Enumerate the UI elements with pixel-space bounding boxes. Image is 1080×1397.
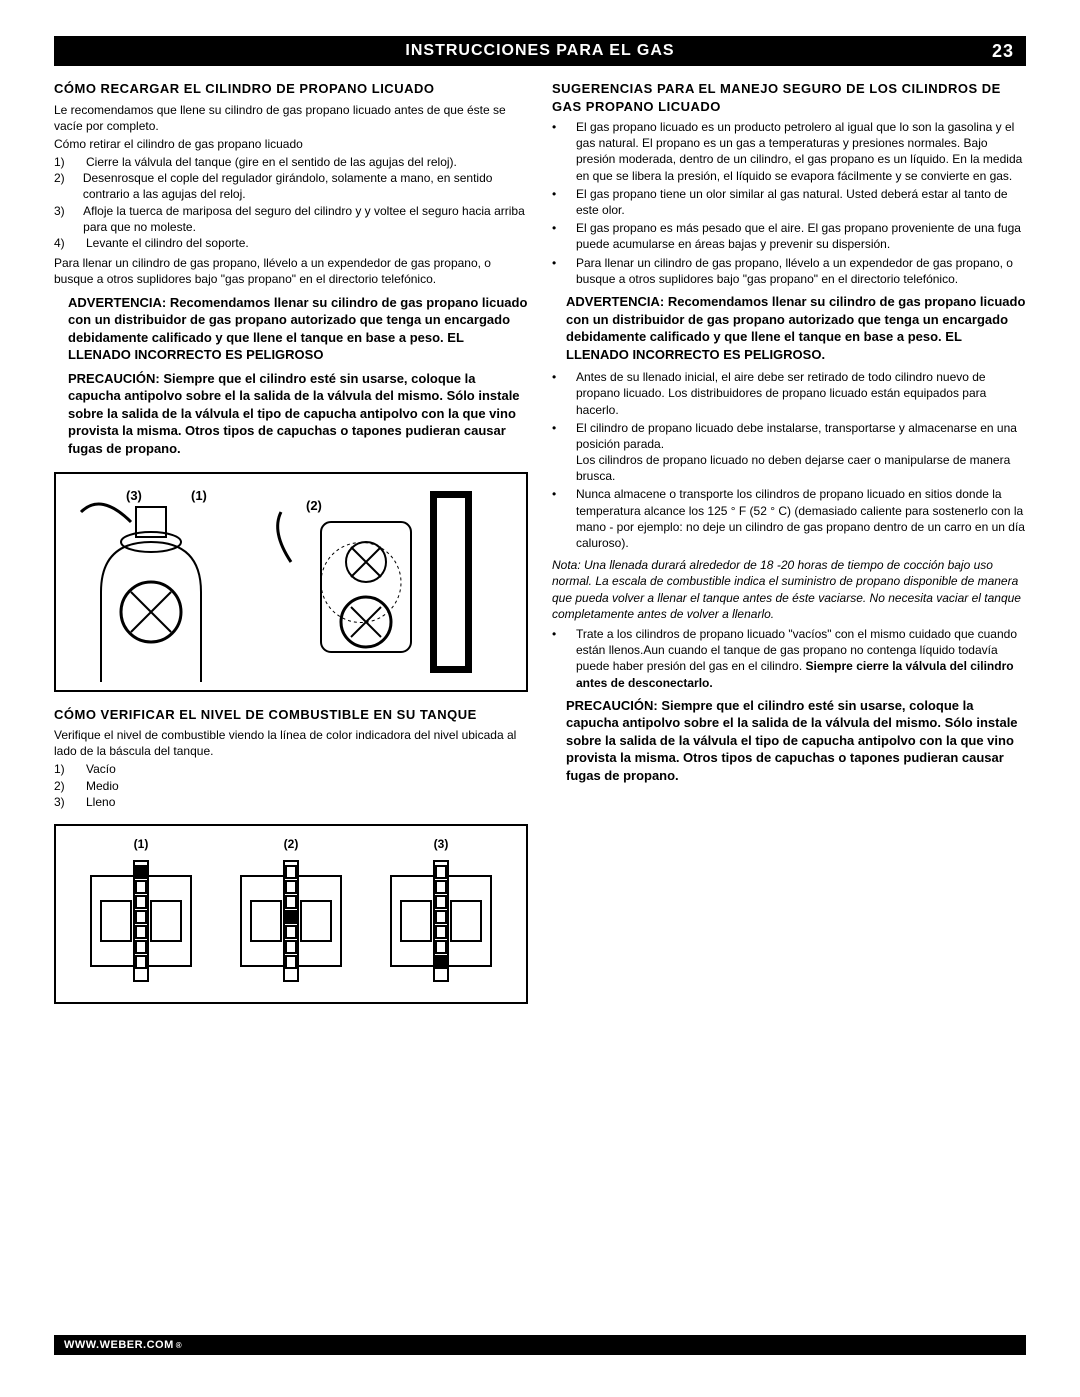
svg-text:(2): (2) <box>306 498 322 513</box>
header-bar: INSTRUCCIONES PARA EL GAS 23 <box>54 36 1026 66</box>
right-warn1: ADVERTENCIA: Recomendamos llenar su cili… <box>566 293 1026 363</box>
right-b2: Antes de su llenado inicial, el aire deb… <box>552 369 1026 551</box>
left-p1: Le recomendamos que llene su cilindro de… <box>54 102 528 134</box>
list-item: 1)Vacío <box>54 761 528 777</box>
right-b3: Trate a los cilindros de propano licuado… <box>552 626 1026 691</box>
left-h1: CÓMO RECARGAR EL CILINDRO DE PROPANO LIC… <box>54 80 528 98</box>
right-warn2: PRECAUCIÓN: Siempre que el cilindro esté… <box>566 697 1026 785</box>
left-levels: 1)Vacío 2)Medio 3)Lleno <box>54 761 528 810</box>
content: CÓMO RECARGAR EL CILINDRO DE PROPANO LIC… <box>54 80 1026 1004</box>
list-item: Trate a los cilindros de propano licuado… <box>552 626 1026 691</box>
right-b1: El gas propano licuado es un producto pe… <box>552 119 1026 287</box>
gauge-3: (3) <box>386 836 496 986</box>
list-item: 3)Lleno <box>54 794 528 810</box>
left-p2: Cómo retirar el cilindro de gas propano … <box>54 136 528 152</box>
reg-mark: ® <box>176 1341 182 1350</box>
list-item: 3)Afloje la tuerca de mariposa del segur… <box>54 203 528 235</box>
list-item: 4)Levante el cilindro del soporte. <box>54 235 528 251</box>
list-item: 1)Cierre la válvula del tanque (gire en … <box>54 154 528 170</box>
gauge-diagram: (1) <box>54 824 528 1004</box>
gauge-svg <box>386 856 496 986</box>
left-p3: Para llenar un cilindro de gas propano, … <box>54 255 528 287</box>
svg-text:(3): (3) <box>126 488 142 503</box>
header-title: INSTRUCCIONES PARA EL GAS <box>405 42 674 60</box>
left-column: CÓMO RECARGAR EL CILINDRO DE PROPANO LIC… <box>54 80 528 1004</box>
cylinder-diagram: (3) (1) (2) <box>54 472 528 692</box>
left-warn1: ADVERTENCIA: Recomendamos llenar su cili… <box>68 294 528 364</box>
footer-bar: WWW.WEBER.COM ® <box>54 1335 1026 1355</box>
list-item: Para llenar un cilindro de gas propano, … <box>552 255 1026 287</box>
list-item: El cilindro de propano licuado debe inst… <box>552 420 1026 485</box>
svg-text:(1): (1) <box>191 488 207 503</box>
right-h1: SUGERENCIAS PARA EL MANEJO SEGURO DE LOS… <box>552 80 1026 115</box>
left-steps: 1)Cierre la válvula del tanque (gire en … <box>54 154 528 251</box>
cylinder-svg: (3) (1) (2) <box>71 482 511 682</box>
left-warn2: PRECAUCIÓN: Siempre que el cilindro esté… <box>68 370 528 458</box>
right-note: Nota: Una llenada durará alrededor de 18… <box>552 557 1026 622</box>
list-item: Antes de su llenado inicial, el aire deb… <box>552 369 1026 418</box>
gauge-2: (2) <box>236 836 346 986</box>
right-column: SUGERENCIAS PARA EL MANEJO SEGURO DE LOS… <box>552 80 1026 1004</box>
gauge-1: (1) <box>86 836 196 986</box>
gauge-svg <box>236 856 346 986</box>
gauge-svg <box>86 856 196 986</box>
list-item: 2)Desenrosque el cople del regulador gir… <box>54 170 528 202</box>
left-p4: Verifique el nivel de combustible viendo… <box>54 727 528 759</box>
page-number: 23 <box>992 41 1014 62</box>
list-item: Nunca almacene o transporte los cilindro… <box>552 486 1026 551</box>
list-item: El gas propano es más pesado que el aire… <box>552 220 1026 252</box>
left-h2: CÓMO VERIFICAR EL NIVEL DE COMBUSTIBLE E… <box>54 706 528 724</box>
list-item: 2)Medio <box>54 778 528 794</box>
list-item: El gas propano tiene un olor similar al … <box>552 186 1026 218</box>
list-item: El gas propano licuado es un producto pe… <box>552 119 1026 184</box>
footer-url: WWW.WEBER.COM <box>64 1339 174 1351</box>
